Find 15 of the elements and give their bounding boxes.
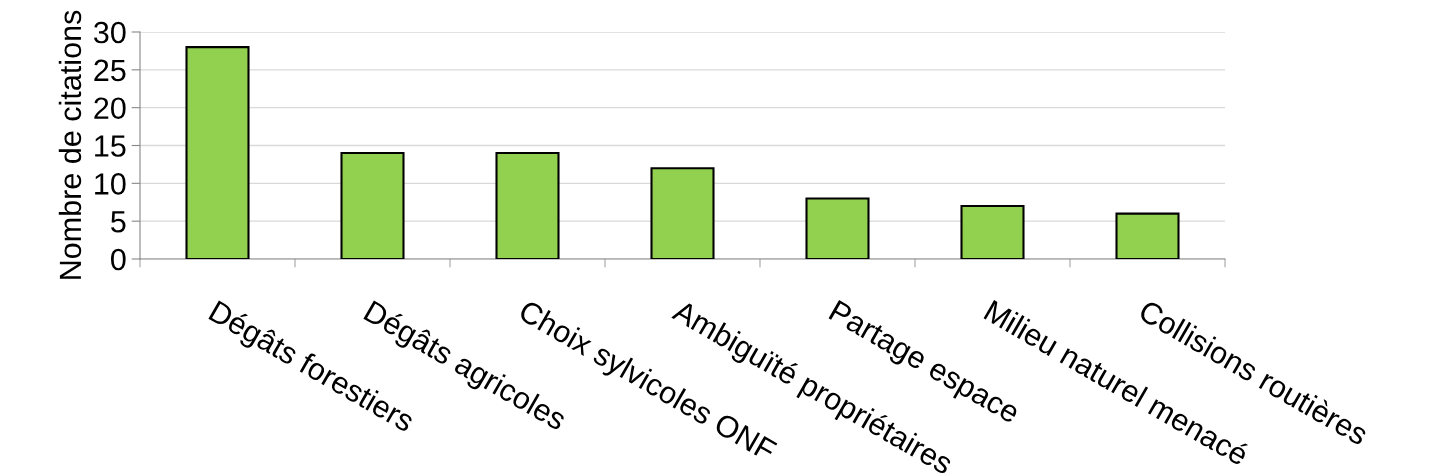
bar xyxy=(185,46,250,259)
bar xyxy=(495,152,560,259)
y-tick-label: 15 xyxy=(95,135,126,157)
bar xyxy=(650,167,715,259)
y-tick-label: 25 xyxy=(94,59,126,82)
bar xyxy=(340,152,405,259)
y-tick-label: 20 xyxy=(94,97,126,120)
y-tick-label: 0 xyxy=(111,248,126,271)
y-axis-title: Nombre de citations xyxy=(58,10,82,279)
y-tick-label: 5 xyxy=(111,211,126,233)
y-tick-label: 30 xyxy=(93,21,126,44)
y-tick-label: 10 xyxy=(95,173,126,195)
bar xyxy=(805,197,870,259)
bar xyxy=(1115,212,1180,259)
bar xyxy=(960,204,1025,259)
